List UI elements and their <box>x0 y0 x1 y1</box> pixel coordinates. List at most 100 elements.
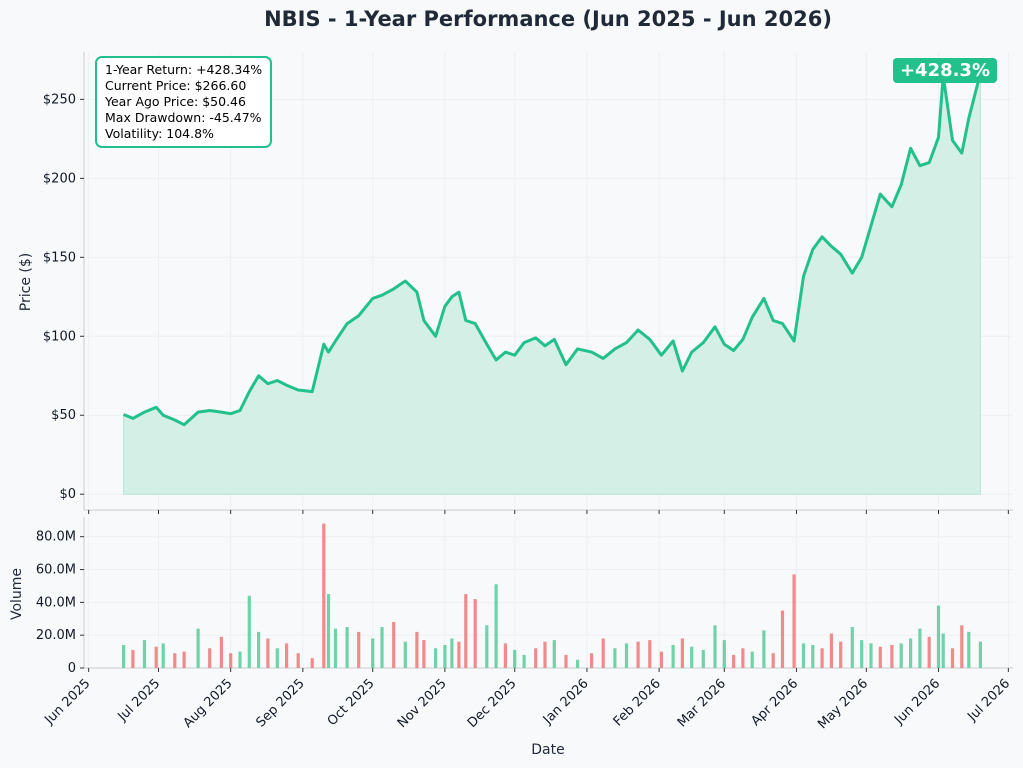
volume-bar <box>285 643 289 668</box>
volume-bar <box>967 631 971 668</box>
volume-bar <box>624 643 629 668</box>
volume-bar <box>659 651 663 668</box>
volume-bar <box>762 630 766 669</box>
volume-bar <box>722 640 726 668</box>
date-x-ticks: Jun 2025 Jul 2025 Aug 2025 Sep 2025 Oct 2025… <box>41 668 1013 732</box>
volume-bar <box>161 643 165 668</box>
volume-bar <box>780 610 785 668</box>
volume-bar <box>850 627 854 668</box>
volume-bar <box>357 631 361 668</box>
volume-bar <box>182 651 186 668</box>
volume-bar <box>345 627 349 668</box>
volume-bar <box>503 643 507 668</box>
volume-bar <box>601 638 605 668</box>
stat-one-year-return: 1-Year Return: +428.34% <box>105 62 263 77</box>
volume-bar <box>142 640 147 668</box>
date-tick-label: Nov 2025 <box>395 676 450 731</box>
price-y-ticks: $0 $50 $100 $150 $200 $250 <box>43 92 84 502</box>
volume-bar <box>927 636 931 668</box>
volume-bar <box>564 654 568 668</box>
volume-bar <box>229 653 233 668</box>
volume-bar <box>485 625 489 668</box>
volume-bar <box>792 574 796 668</box>
volume-bar <box>457 641 461 668</box>
price-y-tick-label: $50 <box>51 408 76 423</box>
volume-bar <box>322 523 326 668</box>
volume-y-tick-label: 80.0M <box>36 530 76 545</box>
volume-bars <box>122 523 982 669</box>
volume-y-tick-label: 20.0M <box>36 628 76 643</box>
volume-bar <box>333 628 338 668</box>
volume-axis-label: Volume <box>9 568 25 620</box>
volume-bar <box>771 653 775 668</box>
volume-bar <box>422 640 426 668</box>
volume-bar <box>680 638 684 668</box>
volume-bar <box>936 605 941 668</box>
stat-year-ago-price: Year Ago Price: $50.46 <box>105 94 246 109</box>
date-tick-label: Jan 2026 <box>540 676 592 728</box>
volume-bar <box>380 627 384 668</box>
volume-bar <box>513 649 517 668</box>
date-tick-label: Aug 2025 <box>181 676 236 731</box>
volume-bar <box>296 653 300 668</box>
volume-bar <box>122 645 126 668</box>
volume-bar <box>690 646 694 668</box>
volume-bar <box>392 622 396 668</box>
volume-bar <box>173 653 177 668</box>
price-y-tick-label: $100 <box>43 329 76 344</box>
volume-bar <box>890 645 894 668</box>
stat-volatility: Volatility: 104.8% <box>105 126 214 141</box>
volume-bar <box>590 653 594 668</box>
volume-bar <box>434 648 438 668</box>
date-axis-label: Date <box>531 742 564 758</box>
volume-bar <box>613 648 617 668</box>
price-axis-label: Price ($) <box>18 253 34 311</box>
price-axes <box>83 52 1013 514</box>
volume-bar <box>713 625 717 668</box>
volume-bar <box>473 599 477 668</box>
price-line <box>123 72 982 427</box>
volume-bar <box>494 584 498 668</box>
volume-bar <box>811 645 815 668</box>
volume-bar <box>326 594 331 668</box>
volume-bar <box>543 641 547 668</box>
volume-bar <box>208 648 212 668</box>
date-tick-label: Apr 2026 <box>748 676 801 729</box>
volume-bar <box>636 641 640 668</box>
price-y-tick-label: $200 <box>43 171 76 186</box>
date-tick-label: Mar 2026 <box>675 676 729 730</box>
volume-bar <box>247 595 251 668</box>
volume-bar <box>960 625 964 668</box>
date-tick-label: Dec 2025 <box>465 676 520 731</box>
date-tick-label: Jul 2026 <box>964 676 1013 725</box>
volume-bar <box>552 640 556 668</box>
volume-grid <box>84 517 1013 669</box>
date-tick-label: Oct 2025 <box>325 676 378 729</box>
stat-max-drawdown: Max Drawdown: -45.47% <box>105 110 262 125</box>
volume-bar <box>450 638 454 668</box>
volume-bar <box>310 658 314 668</box>
volume-bar <box>238 651 242 668</box>
volume-bar <box>266 638 270 668</box>
volume-bar <box>576 659 580 668</box>
date-tick-label: Jun 2025 <box>41 676 93 728</box>
volume-bar <box>741 648 745 668</box>
volume-bar <box>950 648 955 668</box>
volume-bar <box>801 643 806 668</box>
volume-bar <box>443 645 447 668</box>
volume-y-tick-label: 60.0M <box>36 563 76 578</box>
volume-bar <box>257 631 261 668</box>
date-tick-label: May 2026 <box>815 676 871 732</box>
volume-y-tick-label: 40.0M <box>36 595 76 610</box>
volume-bar <box>464 594 468 668</box>
volume-bar <box>820 648 824 668</box>
volume-axes <box>83 517 1013 669</box>
date-tick-label: Jul 2025 <box>115 676 164 725</box>
volume-bar <box>978 641 982 668</box>
volume-y-ticks: 0 20.0M 40.0M 60.0M 80.0M <box>36 530 84 676</box>
date-tick-label: Sep 2025 <box>253 676 307 730</box>
stat-current-price: Current Price: $266.60 <box>105 78 247 93</box>
volume-bar <box>701 649 705 668</box>
volume-bar <box>869 643 873 668</box>
